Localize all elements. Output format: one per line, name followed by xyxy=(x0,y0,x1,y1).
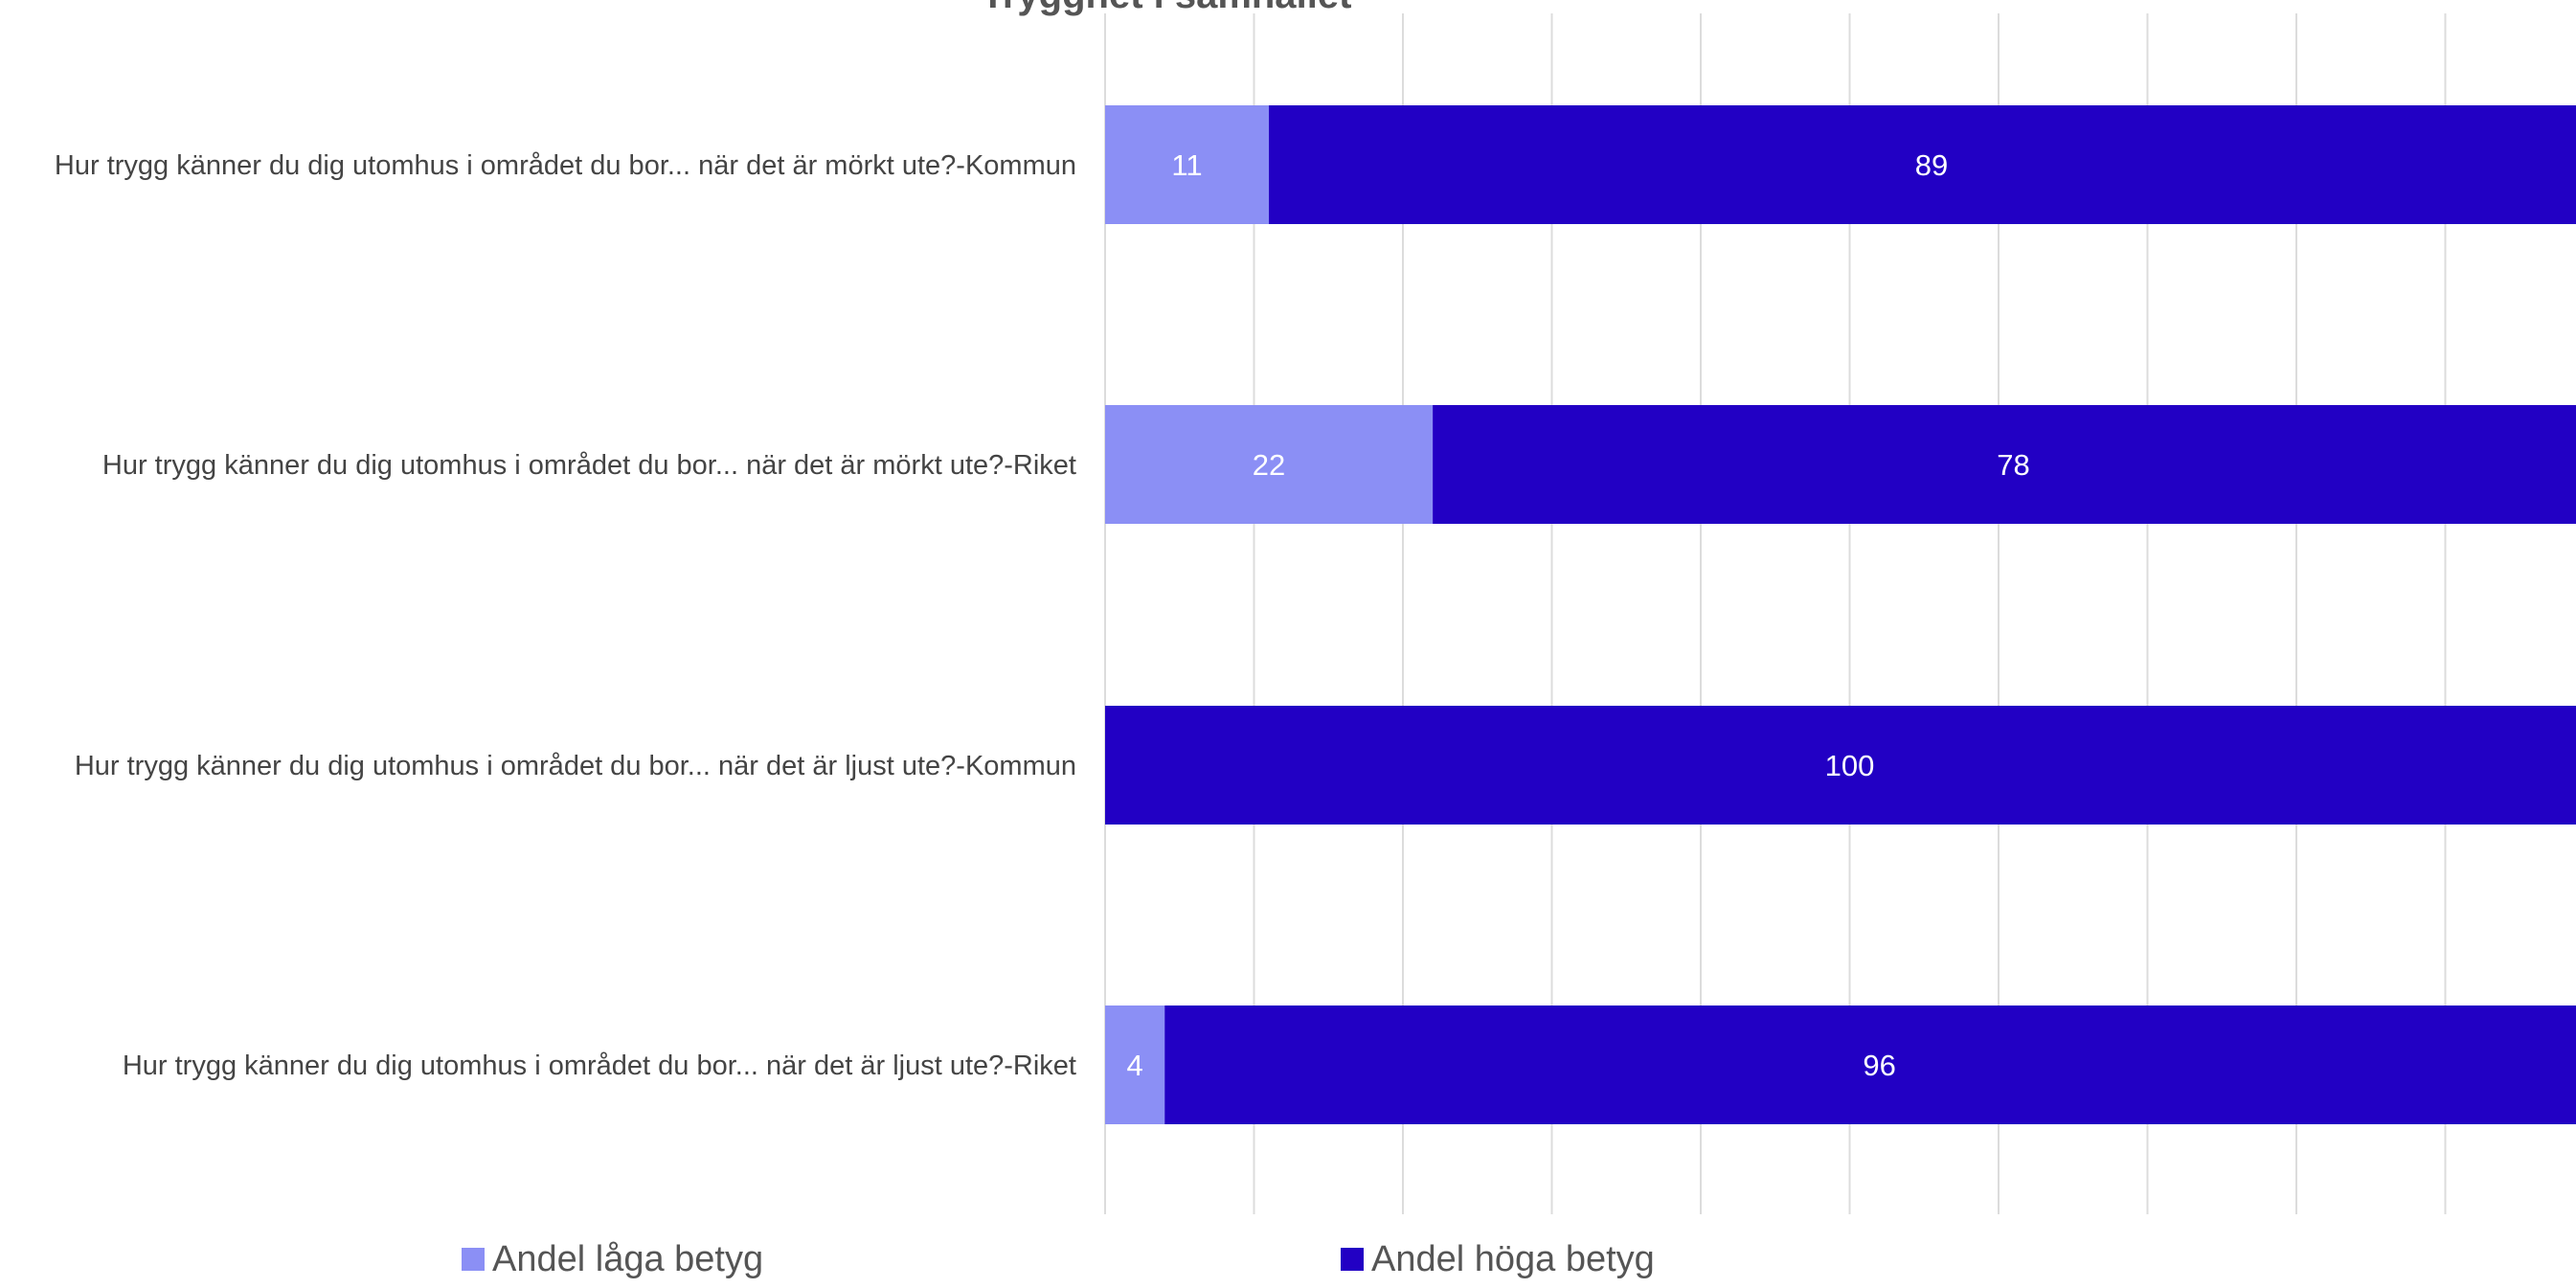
data-label: 78 xyxy=(1997,448,2029,482)
bar-high xyxy=(1105,706,2576,825)
bar-high xyxy=(1269,105,2576,224)
bar-low xyxy=(1105,405,1434,524)
data-label: 96 xyxy=(1863,1049,1895,1082)
category-label: Hur trygg känner du dig utomhus i område… xyxy=(75,751,1076,781)
category-label: Hur trygg känner du dig utomhus i område… xyxy=(102,450,1076,481)
bars: 11 89 22 78 100 4 96 xyxy=(1105,105,2576,1124)
bar-low xyxy=(1105,105,1270,224)
category-labels: Hur trygg känner du dig utomhus i område… xyxy=(55,150,1076,1081)
category-label: Hur trygg känner du dig utomhus i område… xyxy=(123,1051,1076,1081)
category-label: Hur trygg känner du dig utomhus i område… xyxy=(55,150,1076,181)
data-label: 89 xyxy=(1915,148,1948,182)
legend-label: Andel höga betyg xyxy=(1371,1239,1655,1279)
chart-title: Trygghet i samhället xyxy=(982,0,1352,16)
bar-high xyxy=(1433,405,2576,524)
legend-swatch xyxy=(462,1248,485,1271)
data-label: 11 xyxy=(1171,148,1202,182)
legend: Andel låga betyg Andel höga betyg xyxy=(462,1239,1655,1279)
bar-low xyxy=(1105,1006,1165,1124)
data-label: 100 xyxy=(1825,749,1875,782)
legend-swatch xyxy=(1341,1248,1364,1271)
bar-high xyxy=(1164,1006,2576,1124)
data-label: 22 xyxy=(1253,448,1285,482)
data-label: 4 xyxy=(1126,1049,1142,1082)
legend-label: Andel låga betyg xyxy=(492,1239,763,1279)
